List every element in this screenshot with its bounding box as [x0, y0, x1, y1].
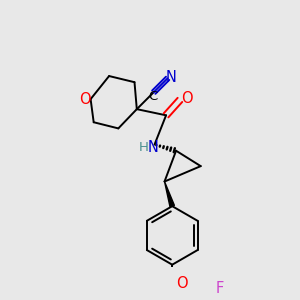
Text: O: O [181, 91, 193, 106]
Text: N: N [166, 70, 177, 85]
Text: O: O [80, 92, 91, 107]
Text: F: F [216, 281, 224, 296]
Text: N: N [148, 140, 158, 155]
Text: O: O [176, 276, 187, 291]
Text: C: C [148, 90, 158, 103]
Text: H: H [139, 141, 149, 154]
Polygon shape [164, 182, 174, 207]
